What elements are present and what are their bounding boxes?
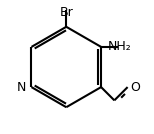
Text: O: O [130,81,140,94]
Text: NH₂: NH₂ [108,40,132,53]
Text: N: N [17,81,26,94]
Text: Br: Br [59,6,73,19]
